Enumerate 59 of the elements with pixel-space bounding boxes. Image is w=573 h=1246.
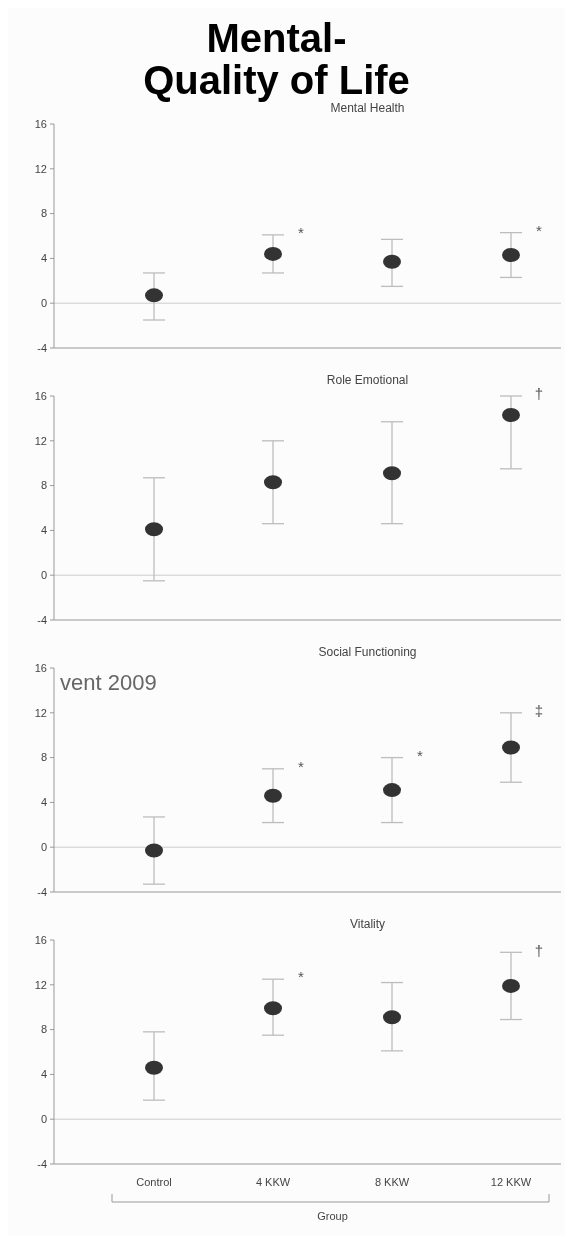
point bbox=[383, 783, 401, 798]
x-tick-label: 12 KKW bbox=[490, 1176, 532, 1188]
point bbox=[264, 1001, 282, 1016]
point bbox=[145, 843, 163, 858]
point bbox=[502, 740, 520, 755]
y-tick-label: 0 bbox=[40, 841, 47, 854]
chart-title: Vitality bbox=[349, 917, 386, 931]
y-tick-label: 12 bbox=[34, 434, 47, 447]
annotation: * bbox=[298, 968, 305, 986]
y-tick-label: 12 bbox=[34, 162, 47, 175]
annotation: * bbox=[298, 224, 305, 242]
text: Mental-Quality of Life bbox=[143, 16, 410, 102]
point bbox=[145, 1060, 163, 1075]
y-tick-label: 4 bbox=[40, 252, 47, 265]
point bbox=[264, 788, 282, 803]
point bbox=[383, 254, 401, 269]
annotation: * bbox=[298, 758, 305, 776]
point bbox=[145, 288, 163, 303]
point bbox=[383, 466, 401, 481]
y-tick-label: -4 bbox=[37, 1157, 47, 1170]
y-tick-label: 16 bbox=[34, 933, 47, 946]
annotation: * bbox=[417, 746, 424, 764]
annotation: vent 2009 bbox=[60, 670, 157, 695]
y-tick-label: 8 bbox=[40, 207, 47, 220]
point bbox=[502, 408, 520, 423]
chart-title: Mental Health bbox=[330, 101, 405, 115]
y-tick-label: 4 bbox=[40, 1068, 47, 1081]
y-tick-label: 8 bbox=[40, 1023, 47, 1036]
y-tick-label: 12 bbox=[34, 706, 47, 719]
point bbox=[264, 475, 282, 490]
y-tick-label: 4 bbox=[40, 524, 47, 537]
y-tick-label: 16 bbox=[34, 389, 47, 402]
point bbox=[264, 246, 282, 261]
annotation: * bbox=[536, 221, 543, 239]
y-tick-label: 0 bbox=[40, 569, 47, 582]
y-tick-label: 16 bbox=[34, 661, 47, 674]
y-tick-label: 12 bbox=[34, 978, 47, 991]
annotation: ‡ bbox=[534, 702, 544, 720]
chart-title: Role Emotional bbox=[326, 373, 409, 387]
x-tick-label: 8 KKW bbox=[374, 1176, 410, 1188]
y-tick-label: -4 bbox=[37, 613, 47, 626]
chart-title: Social Functioning bbox=[318, 645, 417, 659]
y-tick-label: 4 bbox=[40, 796, 47, 809]
y-tick-label: -4 bbox=[37, 885, 47, 898]
x-axis-title: Group bbox=[317, 1210, 348, 1222]
y-tick-label: 16 bbox=[34, 117, 47, 130]
y-tick-label: 0 bbox=[40, 1113, 47, 1126]
point bbox=[383, 1010, 401, 1025]
y-tick-label: 0 bbox=[40, 297, 47, 310]
y-tick-label: -4 bbox=[37, 341, 47, 354]
y-tick-label: 8 bbox=[40, 479, 47, 492]
point bbox=[502, 978, 520, 993]
x-tick-label: Control bbox=[136, 1176, 172, 1188]
annotation: † bbox=[534, 941, 544, 959]
point bbox=[145, 522, 163, 537]
y-tick-label: 8 bbox=[40, 751, 47, 764]
annotation: † bbox=[534, 385, 544, 403]
point bbox=[502, 248, 520, 263]
x-tick-label: 4 KKW bbox=[255, 1176, 291, 1188]
